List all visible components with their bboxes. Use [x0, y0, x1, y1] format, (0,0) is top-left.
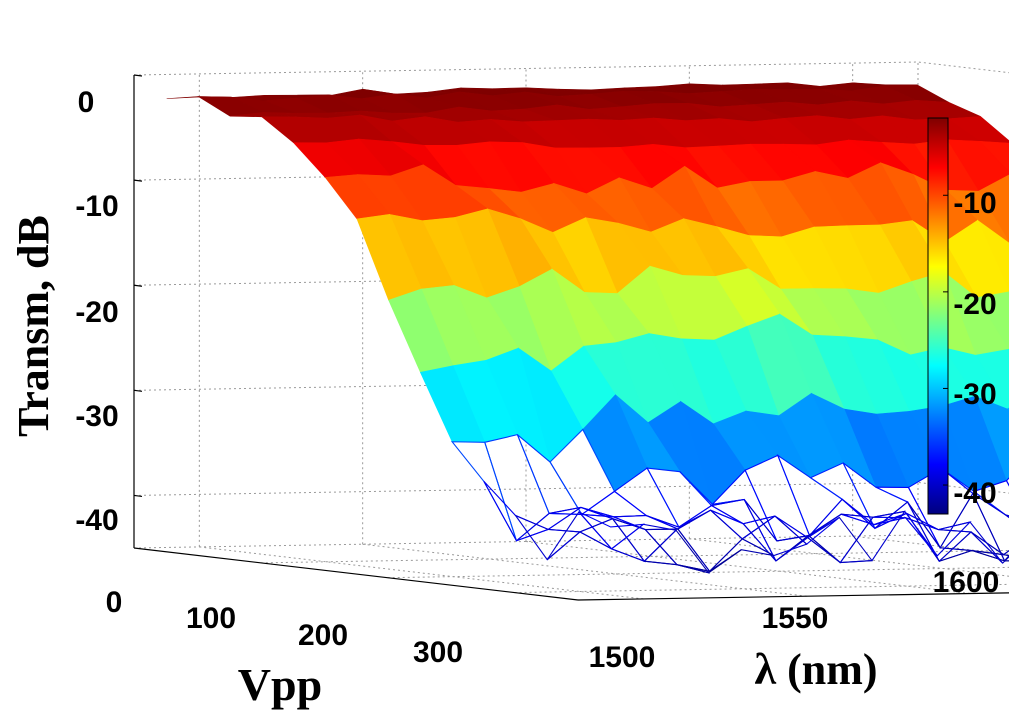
y-tick-label: 1600: [933, 566, 1000, 599]
z-tick-mark: [133, 284, 143, 287]
surface-patch: [678, 504, 744, 528]
axes-frame: [133, 74, 1009, 601]
z-tick-label: 0: [78, 86, 95, 119]
surface-patch: [841, 513, 906, 526]
vpp-floor-grid-line: [260, 549, 1009, 564]
vpp-axis-line: [133, 547, 579, 601]
x-axis-label: Vpp: [238, 659, 322, 710]
surface-patch: [1002, 549, 1009, 557]
x-tick-label: 0: [106, 586, 123, 619]
z-tick-label: -10: [75, 190, 118, 223]
y-tick-label: 1550: [762, 602, 829, 635]
z-tick-mark: [133, 179, 143, 182]
surface-patch: [578, 511, 646, 550]
colorbar-bar: [927, 117, 949, 515]
vpp-floor-grid-line: [133, 534, 919, 549]
surface-patch: [806, 516, 874, 564]
z-grid-line: [133, 481, 1009, 496]
y-tick-label: 1500: [589, 641, 656, 674]
colorbar: [927, 117, 949, 515]
surface-patch: [903, 516, 972, 557]
z-tick-mark: [133, 389, 143, 392]
colorbar-tick-label: -30: [953, 378, 996, 411]
z-axis-label: Transm, dB: [9, 215, 58, 437]
vpp-floor-grid-line: [514, 583, 1009, 594]
surface-patch: [450, 441, 517, 542]
surface-patch: [483, 480, 550, 542]
surface-plot: [166, 82, 1009, 574]
z-tick-mark: [133, 74, 143, 77]
z-grid-line: [133, 376, 1009, 391]
z-tick-mark: [133, 494, 143, 498]
y-axis-label: λ (nm): [754, 645, 877, 694]
colorbar-tick-label: -10: [953, 187, 996, 220]
z-tick-label: -20: [75, 296, 118, 329]
surface-patch: [938, 531, 1004, 562]
lambda-floor-grid-line: [525, 541, 971, 594]
x-tick-label: 300: [413, 636, 463, 669]
colorbar-tick-label: -20: [953, 288, 996, 321]
colorbar-tick-label: -40: [953, 477, 996, 510]
z-tick-label: -40: [75, 504, 118, 537]
lambda-floor-grid-line: [199, 546, 644, 600]
surface-patch: [546, 511, 613, 561]
surface-patch: [580, 490, 648, 518]
surface-patch: [676, 549, 742, 574]
surface-patch: [872, 510, 938, 557]
surface-patch: [1005, 514, 1009, 519]
x-tick-label: 100: [186, 602, 236, 635]
lambda-axis-line: [577, 592, 1009, 601]
z-grid-line: [133, 61, 1009, 76]
vpp-floor-grid-line: [387, 566, 1009, 579]
z-tick-label: -30: [75, 400, 118, 433]
x-tick-label: 200: [298, 619, 348, 652]
